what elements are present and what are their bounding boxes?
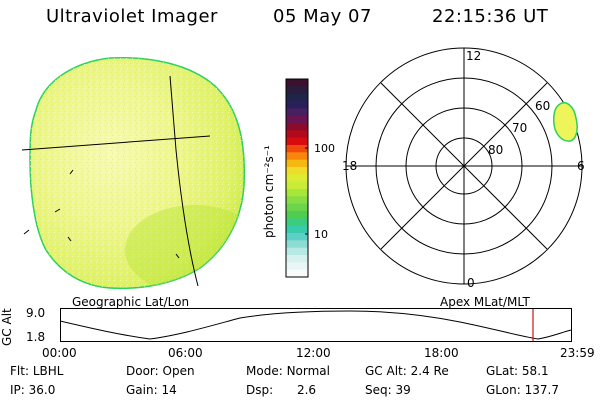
instrument-title: Ultraviolet Imager: [46, 6, 218, 27]
footer-seq: Seq: 39: [365, 383, 411, 397]
geographic-label: Geographic Lat/Lon: [72, 295, 190, 309]
mlt-label-0: 0: [467, 276, 475, 290]
colorbar-cell: [286, 93, 308, 102]
date-label: 05 May 07: [273, 6, 372, 27]
colorbar-cell: [286, 159, 308, 168]
mlat-label-80: 80: [488, 143, 503, 157]
colorbar-cell: [286, 86, 308, 95]
colorbar-cell: [286, 108, 308, 117]
footer-dsp: Dsp: 2.6: [246, 383, 317, 397]
colorbar-cell: [286, 225, 308, 234]
latitude-line: [21, 135, 211, 151]
colorbar-cell: [286, 196, 308, 205]
alt-axis-label: GC Alt: [0, 308, 14, 346]
time-tick-0000: 00:00: [42, 346, 77, 360]
colorbar-cell: [286, 269, 308, 278]
colorbar-cell: [286, 101, 308, 109]
mlt-label-12: 12: [466, 49, 481, 63]
time-tick-2359: 23:59: [560, 346, 595, 360]
colorbar-cell: [286, 247, 308, 256]
mlat-label-70: 70: [512, 121, 527, 135]
footer-gc-alt: GC Alt: 2.4 Re: [365, 364, 449, 378]
colorbar-cell: [286, 123, 308, 131]
time-label: 22:15:36 UT: [432, 6, 549, 27]
altitude-plot: [60, 308, 572, 342]
geographic-image: [21, 56, 246, 290]
colorbar-tick-10: 10: [314, 228, 328, 241]
colorbar-cell: [286, 137, 308, 146]
colorbar-cell: [286, 181, 308, 190]
mlt-label-18: 18: [342, 159, 357, 173]
polar-plot: 12 18 6 0 60 70 80: [342, 47, 585, 290]
footer-gain: Gain: 14: [126, 383, 177, 397]
mlat-label-60: 60: [535, 99, 550, 113]
colorbar: [285, 78, 309, 278]
colorbar-cell: [286, 115, 308, 124]
colorbar-unit-label: photon cm⁻²s⁻¹: [262, 145, 276, 238]
colorbar-cell: [286, 167, 308, 175]
colorbar-cell: [286, 79, 308, 87]
longitude-line: [169, 75, 199, 287]
colorbar-cell: [286, 255, 308, 263]
colorbar-cell: [286, 152, 308, 161]
colorbar-cell: [286, 203, 308, 212]
colorbar-cell: [286, 130, 308, 139]
colorbar-cell: [286, 262, 308, 271]
alt-tick-low: 1.8: [26, 330, 46, 344]
altitude-curve: [60, 310, 572, 340]
alt-tick-high: 9.0: [26, 306, 46, 320]
footer-glon: GLon: 137.7: [486, 383, 559, 397]
colorbar-cell: [286, 174, 308, 183]
colorbar-cell: [286, 211, 308, 219]
time-tick-1200: 12:00: [296, 346, 331, 360]
footer-glat: GLat: 58.1: [486, 364, 549, 378]
footer-flt: Flt: LBHL: [10, 364, 64, 378]
colorbar-cell: [286, 233, 308, 241]
colorbar-cell: [286, 145, 308, 153]
footer-ip: IP: 36.0: [10, 383, 56, 397]
auroral-emission: [553, 102, 578, 142]
colorbar-tick-100: 100: [314, 142, 335, 155]
footer-door: Door: Open: [126, 364, 195, 378]
colorbar-cell: [286, 218, 308, 227]
colorbar-cell: [286, 240, 308, 249]
time-tick-1800: 18:00: [424, 346, 459, 360]
time-tick-0600: 06:00: [168, 346, 203, 360]
apex-label: Apex MLat/MLT: [440, 295, 530, 309]
mlt-label-6: 6: [577, 159, 585, 173]
footer-mode: Mode: Normal: [246, 364, 330, 378]
colorbar-cell: [286, 189, 308, 197]
